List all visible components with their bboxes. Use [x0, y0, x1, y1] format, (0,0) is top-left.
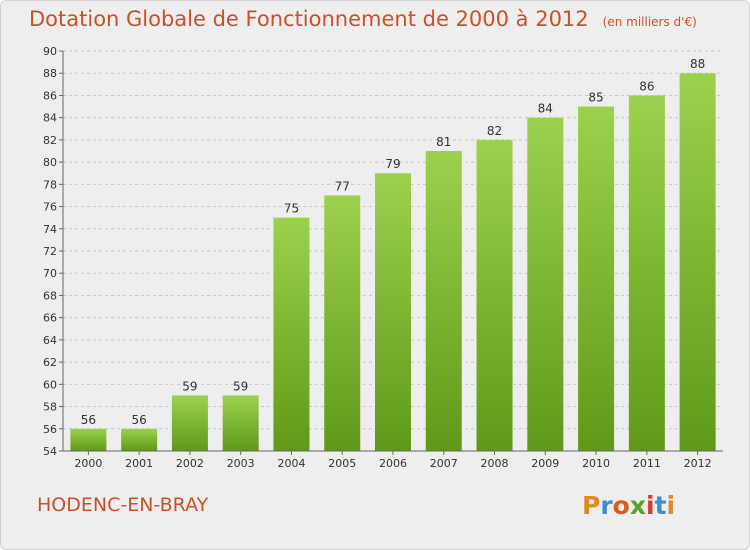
y-tick-label: 60 — [43, 378, 57, 391]
bar-2009 — [527, 117, 564, 452]
y-tick-label: 78 — [43, 178, 57, 191]
y-tick-label: 68 — [43, 289, 57, 302]
bar-2012 — [679, 73, 716, 451]
x-tick-label-2005: 2005 — [328, 457, 356, 470]
data-label-2007: 81 — [436, 135, 451, 149]
y-tick-label: 70 — [43, 267, 57, 280]
bar-2004 — [273, 217, 310, 451]
logo-letter: r — [600, 491, 613, 520]
chart-title-text: Dotation Globale de Fonctionnement de 20… — [29, 7, 589, 31]
y-tick-label: 62 — [43, 356, 57, 369]
y-tick-label: 72 — [43, 245, 57, 258]
bar-2010 — [578, 106, 615, 452]
commune-name: HODENC-EN-BRAY — [37, 494, 209, 516]
y-tick-label: 76 — [43, 201, 57, 214]
x-tick-label-2007: 2007 — [430, 457, 458, 470]
data-label-2002: 59 — [182, 379, 197, 393]
y-tick-label: 82 — [43, 134, 57, 147]
y-tick-label: 56 — [43, 423, 57, 436]
bar-2005 — [324, 195, 361, 451]
proxiti-logo[interactable]: Proxiti — [582, 491, 675, 520]
x-tick-label-2001: 2001 — [125, 457, 153, 470]
y-tick-label: 66 — [43, 312, 57, 325]
data-label-2004: 75 — [284, 202, 299, 216]
logo-letter: i — [646, 491, 655, 520]
bar-2003 — [222, 395, 259, 451]
data-label-2003: 59 — [233, 379, 248, 393]
y-tick-label: 74 — [43, 223, 57, 236]
data-label-2006: 79 — [385, 157, 400, 171]
x-tick-label-2008: 2008 — [481, 457, 509, 470]
bar-2000 — [70, 428, 107, 451]
data-label-2000: 56 — [81, 413, 96, 427]
bar-2006 — [375, 173, 411, 451]
data-label-2008: 82 — [487, 124, 502, 138]
y-tick-label: 58 — [43, 401, 57, 414]
logo-letter: P — [582, 491, 601, 520]
x-tick-label-2006: 2006 — [379, 457, 407, 470]
data-label-2010: 85 — [588, 91, 603, 105]
bar-2002 — [171, 395, 208, 451]
x-tick-label-2000: 2000 — [74, 457, 102, 470]
bar-2001 — [121, 428, 158, 451]
chart-title: Dotation Globale de Fonctionnement de 20… — [29, 7, 697, 31]
logo-letter: o — [612, 491, 630, 520]
y-tick-label: 54 — [43, 445, 57, 458]
x-tick-label-2012: 2012 — [684, 457, 712, 470]
bar-2008 — [476, 139, 513, 451]
logo-letter: x — [629, 491, 646, 520]
data-label-2009: 84 — [538, 102, 553, 116]
x-tick-label-2010: 2010 — [582, 457, 610, 470]
x-tick-label-2003: 2003 — [227, 457, 255, 470]
chart-unit: (en milliers d'€) — [602, 15, 697, 29]
x-tick-label-2009: 2009 — [531, 457, 559, 470]
logo-letter: t — [654, 491, 667, 520]
data-label-2011: 86 — [639, 79, 654, 93]
bar-2011 — [628, 95, 665, 451]
data-label-2005: 77 — [335, 179, 350, 193]
y-tick-label: 64 — [43, 334, 57, 347]
bar-2007 — [425, 151, 462, 451]
y-tick-label: 84 — [43, 112, 57, 125]
x-tick-label-2004: 2004 — [277, 457, 305, 470]
y-tick-label: 90 — [43, 45, 57, 58]
data-label-2012: 88 — [690, 57, 705, 71]
y-tick-label: 86 — [43, 89, 57, 102]
y-tick-label: 80 — [43, 156, 57, 169]
y-tick-label: 88 — [43, 67, 57, 80]
x-tick-label-2002: 2002 — [176, 457, 204, 470]
logo-letter: i — [666, 491, 676, 520]
x-tick-label-2011: 2011 — [633, 457, 661, 470]
data-label-2001: 56 — [132, 413, 147, 427]
